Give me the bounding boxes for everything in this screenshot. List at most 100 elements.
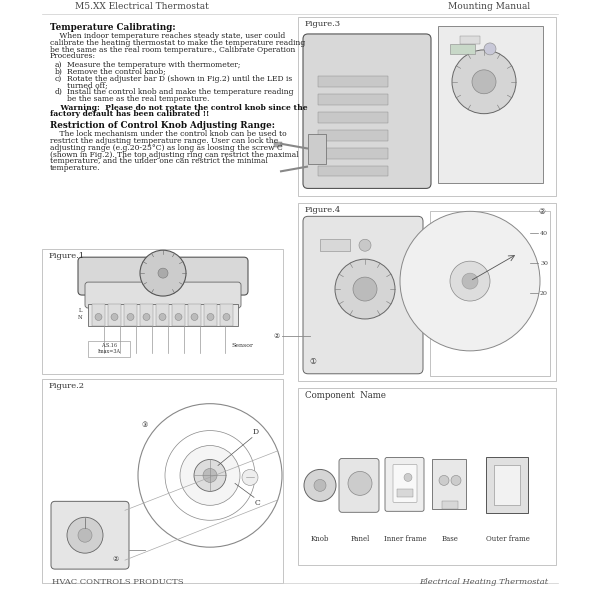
Circle shape xyxy=(180,446,240,505)
Bar xyxy=(450,44,475,54)
Bar xyxy=(442,502,458,509)
Circle shape xyxy=(207,313,214,320)
Text: Warning:  Please do not rotate the control knob since the: Warning: Please do not rotate the contro… xyxy=(50,104,308,112)
Text: The lock mechanism under the control knob can be used to: The lock mechanism under the control kno… xyxy=(50,130,287,138)
Circle shape xyxy=(127,313,134,320)
Circle shape xyxy=(158,268,168,278)
Bar xyxy=(156,304,169,326)
Circle shape xyxy=(314,479,326,491)
Circle shape xyxy=(95,313,102,320)
FancyBboxPatch shape xyxy=(78,257,248,295)
Bar xyxy=(220,304,233,326)
FancyBboxPatch shape xyxy=(339,458,379,512)
Bar xyxy=(318,166,388,176)
Circle shape xyxy=(451,475,461,485)
Text: turned off;: turned off; xyxy=(67,82,108,89)
Bar xyxy=(494,466,520,505)
Text: be the same as the real room temperature., Calibrate Operation: be the same as the real room temperature… xyxy=(50,46,295,53)
Bar xyxy=(124,304,137,326)
FancyBboxPatch shape xyxy=(303,217,423,374)
Circle shape xyxy=(404,473,412,481)
Text: Sensor: Sensor xyxy=(231,343,253,349)
Text: ③: ③ xyxy=(142,422,148,428)
Text: Figure.3: Figure.3 xyxy=(305,20,341,28)
Text: When indoor temperature reaches steady state, user could: When indoor temperature reaches steady s… xyxy=(50,32,285,40)
Bar xyxy=(42,249,283,374)
Circle shape xyxy=(194,460,226,491)
Circle shape xyxy=(111,313,118,320)
Text: temperature.: temperature. xyxy=(50,164,101,172)
Bar xyxy=(140,304,153,326)
Bar xyxy=(438,26,543,184)
Circle shape xyxy=(67,517,103,553)
FancyBboxPatch shape xyxy=(393,464,417,502)
Circle shape xyxy=(140,250,186,296)
Bar xyxy=(460,36,480,44)
Text: ①: ① xyxy=(309,357,316,366)
Text: Install the control knob and make the temperature reading: Install the control knob and make the te… xyxy=(67,88,293,96)
Text: ②: ② xyxy=(113,556,119,562)
Circle shape xyxy=(175,313,182,320)
Bar xyxy=(318,148,388,158)
Bar xyxy=(318,94,388,105)
Text: D: D xyxy=(253,428,259,436)
Text: Component  Name: Component Name xyxy=(305,391,386,400)
FancyBboxPatch shape xyxy=(51,502,129,569)
Text: (shown in Fig.2). The top adjusting ring can restrict the maximal: (shown in Fig.2). The top adjusting ring… xyxy=(50,151,299,158)
Bar xyxy=(108,304,121,326)
Bar xyxy=(298,17,556,196)
Text: factory default has been calibrated !!: factory default has been calibrated !! xyxy=(50,110,209,118)
Text: Panel: Panel xyxy=(350,535,370,543)
Bar xyxy=(88,304,238,326)
Text: c): c) xyxy=(55,74,62,83)
Circle shape xyxy=(304,469,336,502)
Circle shape xyxy=(452,50,516,113)
Text: be the same as the real temperature.: be the same as the real temperature. xyxy=(67,95,209,103)
Text: b): b) xyxy=(55,68,63,76)
FancyBboxPatch shape xyxy=(303,34,431,188)
Circle shape xyxy=(335,259,395,319)
Circle shape xyxy=(159,313,166,320)
Bar xyxy=(92,304,105,326)
Text: Restriction of Control Knob Adjusting Range:: Restriction of Control Knob Adjusting Ra… xyxy=(50,121,275,130)
Bar xyxy=(432,460,466,509)
Circle shape xyxy=(242,469,258,485)
Text: 20: 20 xyxy=(540,290,548,296)
Text: Knob: Knob xyxy=(311,535,329,543)
Bar xyxy=(298,203,556,381)
Bar xyxy=(318,112,388,122)
Circle shape xyxy=(462,273,478,289)
Circle shape xyxy=(400,211,540,351)
Bar xyxy=(430,211,550,376)
Bar xyxy=(308,134,326,164)
Text: ②: ② xyxy=(274,333,280,339)
Circle shape xyxy=(143,313,150,320)
Bar xyxy=(188,304,201,326)
Text: 30: 30 xyxy=(540,260,548,266)
Bar xyxy=(88,341,130,357)
Text: Figure.4: Figure.4 xyxy=(305,206,341,214)
Text: ②: ② xyxy=(538,208,545,217)
Text: Base: Base xyxy=(442,535,458,543)
Text: Figure.1: Figure.1 xyxy=(49,252,85,260)
Circle shape xyxy=(203,469,217,482)
Text: L
N: L N xyxy=(77,308,82,320)
Text: 40: 40 xyxy=(540,231,548,236)
Circle shape xyxy=(484,43,496,55)
FancyBboxPatch shape xyxy=(385,457,424,511)
Bar xyxy=(204,304,217,326)
Text: Temperature Calibrating:: Temperature Calibrating: xyxy=(50,23,176,32)
Circle shape xyxy=(353,277,377,301)
Circle shape xyxy=(78,528,92,542)
Circle shape xyxy=(472,70,496,94)
Text: adjusting range (e.g.20-25°C) as long as loosing the screw C: adjusting range (e.g.20-25°C) as long as… xyxy=(50,144,283,152)
Bar xyxy=(318,76,388,87)
Bar xyxy=(318,130,388,140)
Text: Remove the control knob;: Remove the control knob; xyxy=(67,68,166,76)
Text: A.S.16
Imax=3A: A.S.16 Imax=3A xyxy=(97,343,121,354)
Circle shape xyxy=(359,239,371,251)
Circle shape xyxy=(439,475,449,485)
Text: HVAC CONTROLS PRODUCTS: HVAC CONTROLS PRODUCTS xyxy=(52,578,184,586)
Bar xyxy=(320,239,350,251)
Text: Outer frame: Outer frame xyxy=(486,535,530,543)
